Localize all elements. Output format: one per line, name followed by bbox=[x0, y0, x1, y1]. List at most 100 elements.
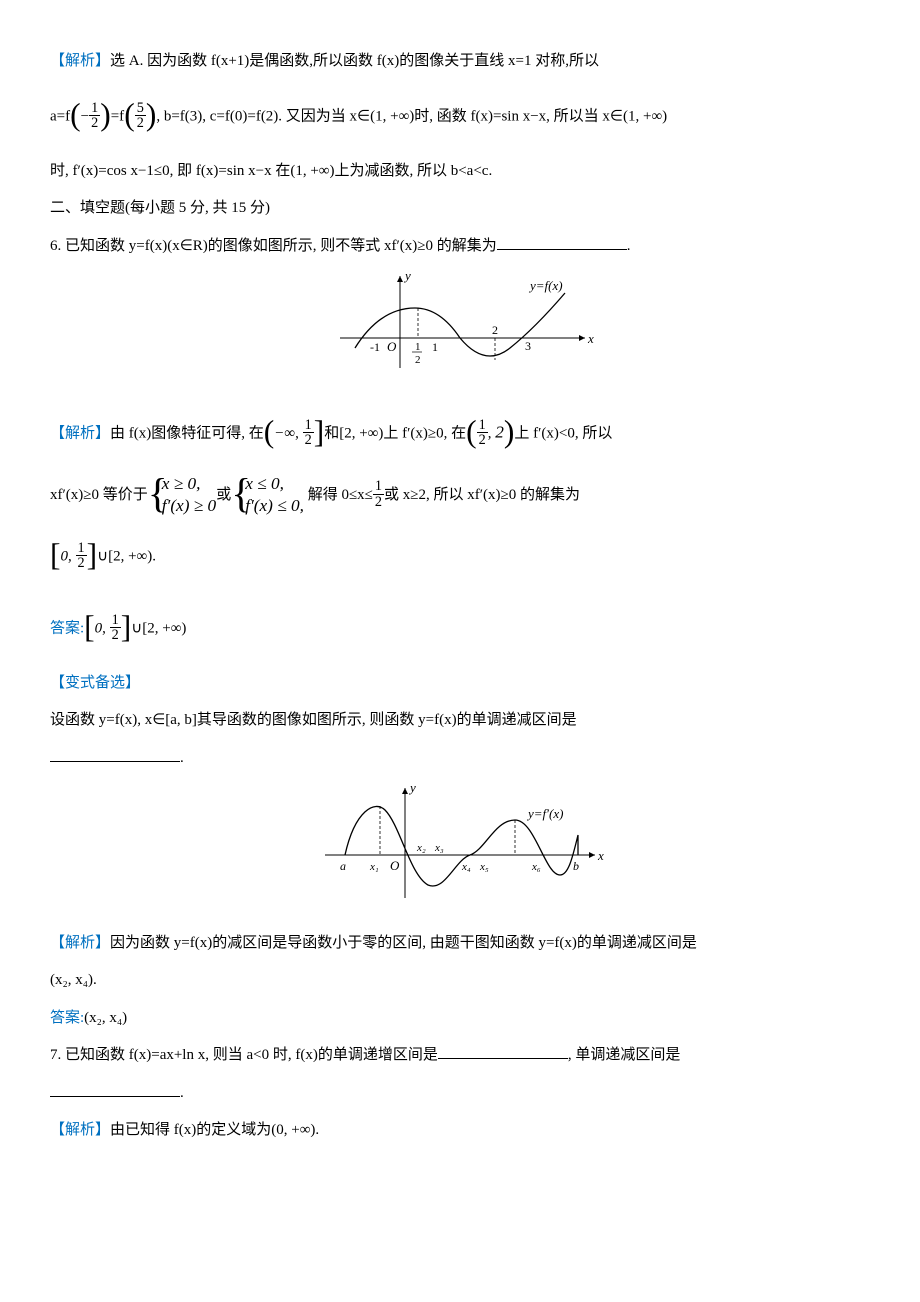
fig2-b: b bbox=[573, 859, 579, 873]
comma-3: , bbox=[68, 548, 76, 564]
fig1-tick-half-d: 2 bbox=[415, 354, 421, 366]
two-it: 2 bbox=[495, 422, 504, 441]
rparen-icon-2: ) bbox=[146, 82, 157, 148]
fig1-tick-1: 1 bbox=[432, 340, 438, 354]
p6a-b: 和[2, +∞)上 f′(x)≥0, 在 bbox=[324, 425, 466, 441]
fig2-x3: x₃ bbox=[434, 842, 444, 854]
blank-6 bbox=[497, 234, 627, 250]
fig1-tick-2: 2 bbox=[492, 323, 498, 337]
analysis-label-7: 【解析】 bbox=[50, 1122, 110, 1138]
rparen-icon: ) bbox=[100, 82, 111, 148]
pvb-text: (x₂, x₄). bbox=[50, 972, 97, 988]
frac-half-4: 12 bbox=[76, 541, 87, 571]
lparen-icon-2: ( bbox=[124, 82, 135, 148]
rbracket-icon-1: ] bbox=[314, 399, 325, 465]
rparen-icon-4: ) bbox=[504, 399, 515, 465]
system-2: x ≤ 0,f′(x) ≤ 0, bbox=[231, 473, 304, 518]
fig1-tick-O: O bbox=[387, 339, 397, 354]
comma-1: , bbox=[295, 425, 303, 441]
fig2-x-label: x bbox=[597, 848, 604, 863]
frac-half-3: 12 bbox=[373, 479, 384, 509]
lparen-icon-4: ( bbox=[466, 399, 477, 465]
fig2-x1: x₁ bbox=[369, 861, 379, 873]
question-7: 7. 已知函数 f(x)=ax+ln x, 则当 a<0 时, f(x)的单调递… bbox=[50, 1040, 870, 1072]
analysis-label: 【解析】 bbox=[50, 53, 110, 69]
answer-variant: 答案:(x₂, x₄) bbox=[50, 1003, 870, 1035]
figure-2-svg: y y=f′(x) x a x₁ O x₂ x₃ x₄ x₅ x₆ b bbox=[310, 780, 610, 905]
fig2-y-label: y bbox=[408, 780, 416, 795]
analysis-1-line2: a=f(−12)=f(52), b=f(3), c=f(0)=f(2). 又因为… bbox=[50, 84, 870, 150]
frac-half-5: 12 bbox=[110, 613, 121, 643]
analysis-6-line2: xf′(x)≥0 等价于x ≥ 0,f′(x) ≥ 0或x ≤ 0,f′(x) … bbox=[50, 473, 870, 518]
rbracket-icon-2: ] bbox=[87, 522, 98, 588]
question-7-line2: . bbox=[50, 1078, 870, 1110]
p6b-a: xf′(x)≥0 等价于 bbox=[50, 487, 148, 503]
txt-c: , b=f(3), c=f(0)=f(2). 又因为当 x∈(1, +∞)时, … bbox=[156, 108, 667, 124]
answer-label-v: 答案: bbox=[50, 1010, 84, 1026]
analysis-label-v: 【解析】 bbox=[50, 935, 110, 951]
system-1: x ≥ 0,f′(x) ≥ 0 bbox=[148, 473, 216, 518]
fig2-O: O bbox=[390, 858, 400, 873]
lparen-icon: ( bbox=[70, 82, 81, 148]
analysis-label-6: 【解析】 bbox=[50, 425, 110, 441]
pva-text: 因为函数 y=f(x)的减区间是导函数小于零的区间, 由题干图知函数 y=f(x… bbox=[110, 935, 697, 951]
fig2-x4: x₄ bbox=[461, 861, 471, 873]
p7a-text: 由已知得 f(x)的定义域为(0, +∞). bbox=[110, 1122, 319, 1138]
ans6-tail: ∪[2, +∞) bbox=[131, 620, 186, 636]
analysis-variant: 【解析】因为函数 y=f(x)的减区间是导函数小于零的区间, 由题干图知函数 y… bbox=[50, 928, 870, 960]
frac-neg-half: 12 bbox=[89, 101, 100, 131]
txt-b: =f bbox=[111, 108, 124, 124]
fig1-tick-neg1: -1 bbox=[370, 340, 380, 354]
lbracket-icon-1: [ bbox=[50, 522, 61, 588]
ansv-text: (x₂, x₄) bbox=[84, 1010, 127, 1026]
analysis-variant-2: (x₂, x₄). bbox=[50, 965, 870, 997]
neg-inf: −∞ bbox=[274, 425, 295, 441]
txt-p3: 时, f′(x)=cos x−1≤0, 即 f(x)=sin x−x 在(1, … bbox=[50, 163, 492, 179]
fig2-x5: x₅ bbox=[479, 861, 489, 873]
blank-variant bbox=[50, 746, 180, 762]
sec2-text: 二、填空题(每小题 5 分, 共 15 分) bbox=[50, 200, 270, 216]
analysis-7: 【解析】由已知得 f(x)的定义域为(0, +∞). bbox=[50, 1115, 870, 1147]
pv1-period: . bbox=[180, 750, 184, 766]
fig1-tick-half-n: 1 bbox=[415, 341, 421, 353]
pv1-text: 设函数 y=f(x), x∈[a, b]其导函数的图像如图所示, 则函数 y=f… bbox=[50, 712, 577, 728]
section-2-title: 二、填空题(每小题 5 分, 共 15 分) bbox=[50, 193, 870, 225]
figure-1-svg: y y=f(x) x -1 O 1 2 1 2 3 bbox=[320, 268, 600, 378]
analysis-1: 【解析】选 A. 因为函数 f(x+1)是偶函数,所以函数 f(x)的图像关于直… bbox=[50, 46, 870, 78]
lbracket-icon-2: [ bbox=[84, 594, 95, 660]
fig2-x6: x₆ bbox=[531, 861, 541, 873]
figure-1: y y=f(x) x -1 O 1 2 1 2 3 bbox=[50, 268, 870, 391]
variant-q-line2: . bbox=[50, 743, 870, 775]
frac-five-half: 52 bbox=[135, 101, 146, 131]
analysis-6-line1: 【解析】由 f(x)图像特征可得, 在(−∞, 12]和[2, +∞)上 f′(… bbox=[50, 401, 870, 467]
zero-1: 0 bbox=[61, 548, 69, 564]
variant-heading: 【变式备选】 bbox=[50, 668, 870, 700]
analysis-6-line3: [0, 12]∪[2, +∞). bbox=[50, 524, 870, 590]
analysis-1-line3: 时, f′(x)=cos x−1≤0, 即 f(x)=sin x−x 在(1, … bbox=[50, 156, 870, 188]
q6-period: . bbox=[627, 238, 631, 254]
p6b-c: 或 x≥2, 所以 xf′(x)≥0 的解集为 bbox=[384, 487, 580, 503]
frac-half-2: 12 bbox=[477, 418, 488, 448]
p6b-b: 解得 0≤x≤ bbox=[304, 487, 373, 503]
blank-7b bbox=[50, 1081, 180, 1097]
q7b-text: , 单调递减区间是 bbox=[568, 1047, 681, 1063]
comma-4: , bbox=[102, 620, 110, 636]
or-text: 或 bbox=[216, 487, 231, 503]
fig1-fn-label: y=f(x) bbox=[528, 278, 563, 293]
lparen-icon-3: ( bbox=[264, 399, 275, 465]
fig2-a: a bbox=[340, 859, 346, 873]
q7-period: . bbox=[180, 1085, 184, 1101]
analysis-1-text: 选 A. 因为函数 f(x+1)是偶函数,所以函数 f(x)的图像关于直线 x=… bbox=[110, 53, 599, 69]
answer-label-6: 答案: bbox=[50, 620, 84, 636]
q6-text: 6. 已知函数 y=f(x)(x∈R)的图像如图所示, 则不等式 xf′(x)≥… bbox=[50, 238, 497, 254]
p6a-c: 上 f′(x)<0, 所以 bbox=[514, 425, 612, 441]
variant-q-line1: 设函数 y=f(x), x∈[a, b]其导函数的图像如图所示, 则函数 y=f… bbox=[50, 705, 870, 737]
blank-7a bbox=[438, 1043, 568, 1059]
fig1-x-label: x bbox=[587, 331, 594, 346]
question-6: 6. 已知函数 y=f(x)(x∈R)的图像如图所示, 则不等式 xf′(x)≥… bbox=[50, 231, 870, 263]
fig2-x2: x₂ bbox=[416, 842, 426, 854]
q7a-text: 7. 已知函数 f(x)=ax+ln x, 则当 a<0 时, f(x)的单调递… bbox=[50, 1047, 438, 1063]
fig1-y-label: y bbox=[403, 268, 411, 283]
fig1-tick-3: 3 bbox=[525, 339, 531, 353]
fig2-fn-label: y=f′(x) bbox=[526, 806, 563, 821]
